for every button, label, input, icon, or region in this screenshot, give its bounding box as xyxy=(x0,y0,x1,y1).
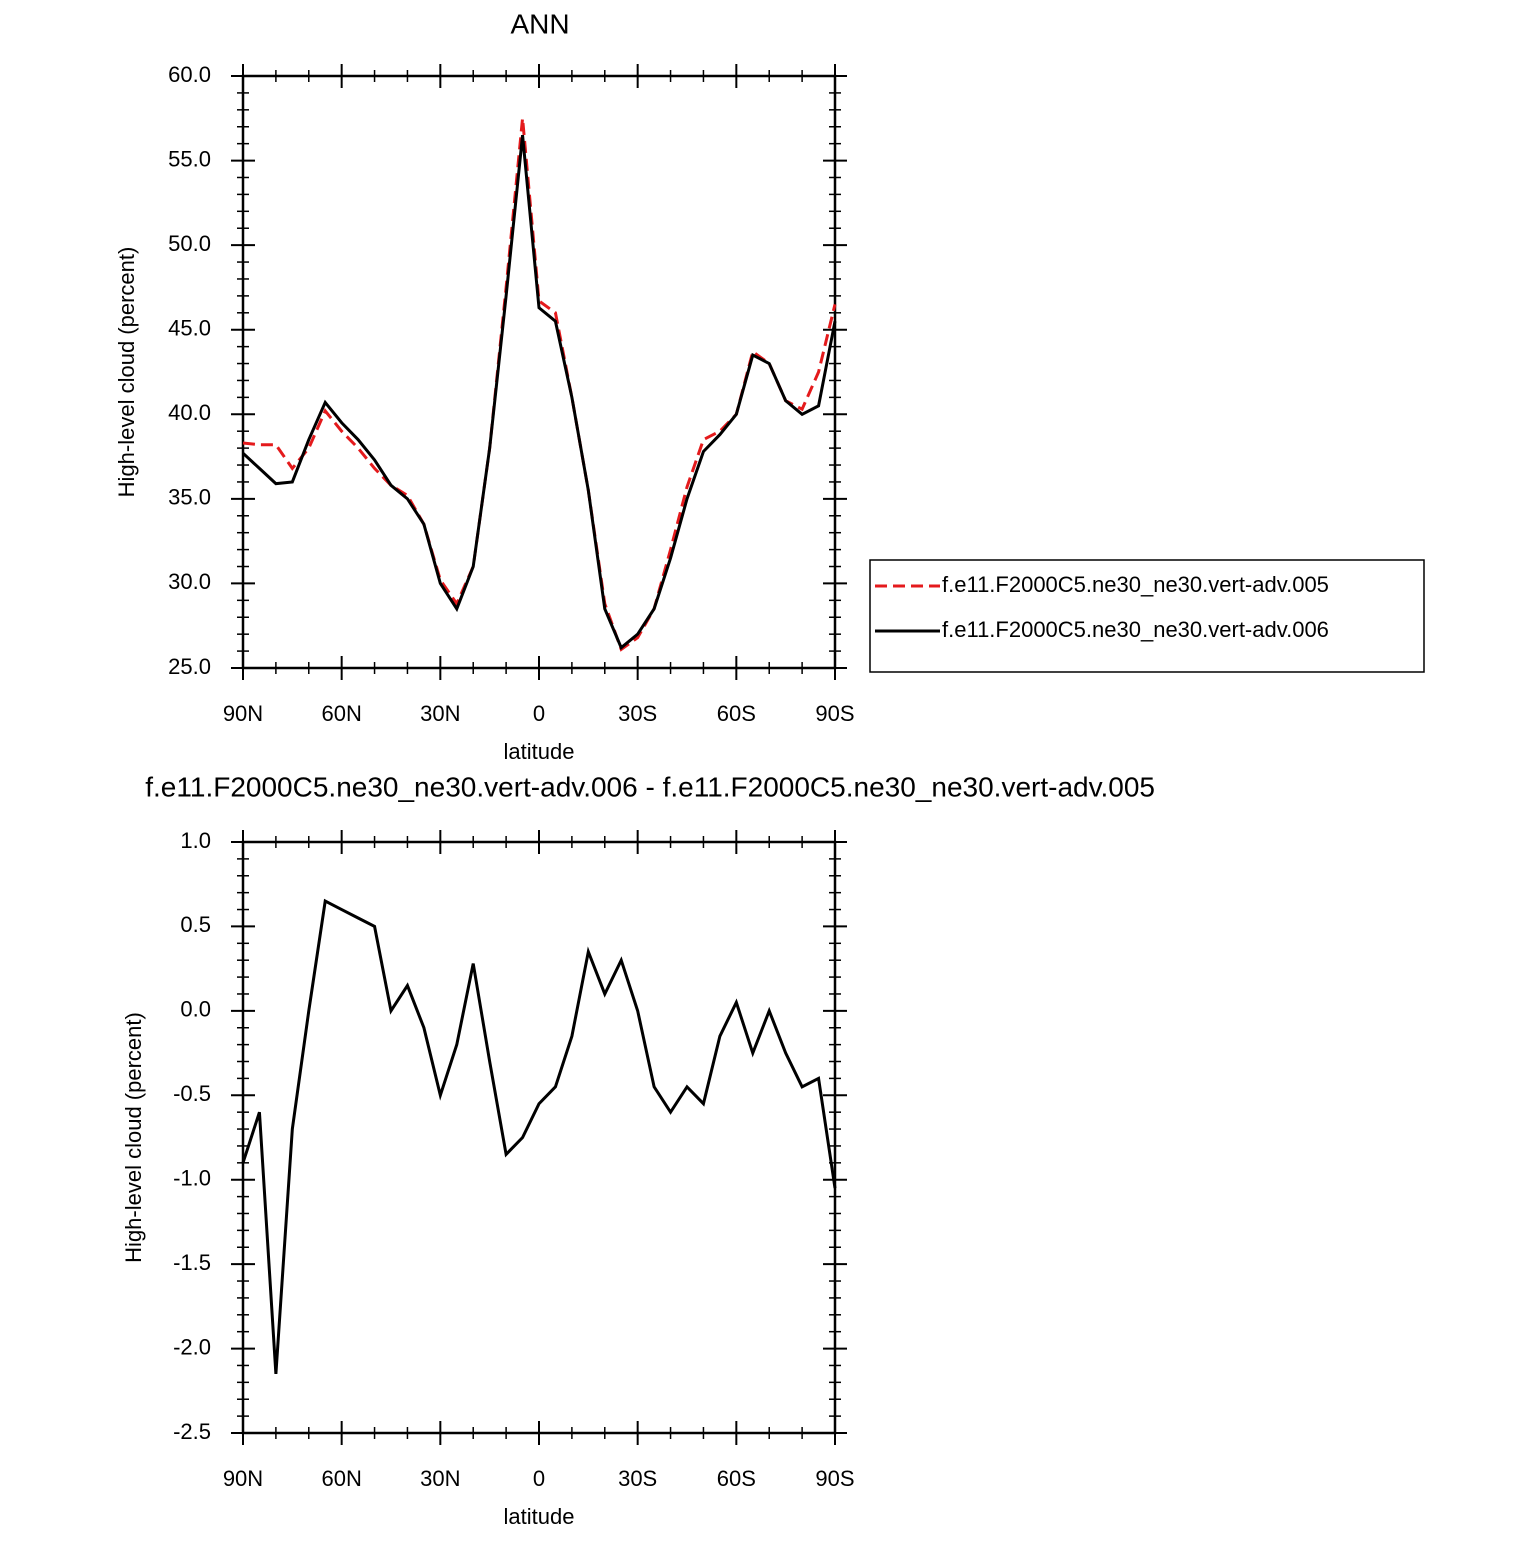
y-tick-label: -2.5 xyxy=(173,1419,211,1444)
x-tick-label: 60N xyxy=(321,701,361,726)
legend-box xyxy=(869,559,1425,673)
x-tick-label: 30S xyxy=(618,1466,657,1491)
y-tick-label: 60.0 xyxy=(168,62,211,87)
y-tick-label: -1.0 xyxy=(173,1166,211,1191)
legend-label: f.e11.F2000C5.ne30_ne30.vert-adv.005 xyxy=(942,572,1329,597)
y-axis-label: High-level cloud (percent) xyxy=(121,1012,146,1263)
x-tick-label: 30N xyxy=(420,1466,460,1491)
y-tick-label: 50.0 xyxy=(168,231,211,256)
chart-title: ANN xyxy=(510,8,569,39)
x-tick-label: 60S xyxy=(717,1466,756,1491)
legend-label: f.e11.F2000C5.ne30_ne30.vert-adv.006 xyxy=(942,617,1329,642)
y-tick-label: 45.0 xyxy=(168,316,211,341)
y-tick-label: 0.0 xyxy=(180,997,211,1022)
y-tick-label: 35.0 xyxy=(168,485,211,510)
y-tick-label: 1.0 xyxy=(180,828,211,853)
x-axis-label: latitude xyxy=(504,739,575,764)
plot-frame xyxy=(241,840,837,1435)
x-tick-label: 30S xyxy=(618,701,657,726)
y-tick-label: 0.5 xyxy=(180,912,211,937)
x-tick-label: 0 xyxy=(533,701,545,726)
x-tick-label: 90N xyxy=(223,701,263,726)
y-tick-label: -0.5 xyxy=(173,1081,211,1106)
data-line xyxy=(241,135,837,651)
x-tick-label: 0 xyxy=(533,1466,545,1491)
y-axis-label: High-level cloud (percent) xyxy=(114,247,139,498)
y-tick-label: -2.0 xyxy=(173,1334,211,1359)
x-tick-label: 90S xyxy=(815,1466,854,1491)
data-line xyxy=(241,898,837,1375)
y-tick-label: 55.0 xyxy=(168,146,211,171)
x-tick-label: 90N xyxy=(223,1466,263,1491)
x-tick-label: 60N xyxy=(321,1466,361,1491)
x-tick-label: 60S xyxy=(717,701,756,726)
x-tick-label: 90S xyxy=(815,701,854,726)
x-tick-label: 30N xyxy=(420,701,460,726)
y-tick-label: -1.5 xyxy=(173,1250,211,1275)
y-tick-label: 30.0 xyxy=(168,569,211,594)
chart-title: f.e11.F2000C5.ne30_ne30.vert-adv.006 - f… xyxy=(145,771,1155,802)
y-tick-label: 25.0 xyxy=(168,654,211,679)
x-axis-label: latitude xyxy=(504,1504,575,1529)
y-tick-label: 40.0 xyxy=(168,400,211,425)
